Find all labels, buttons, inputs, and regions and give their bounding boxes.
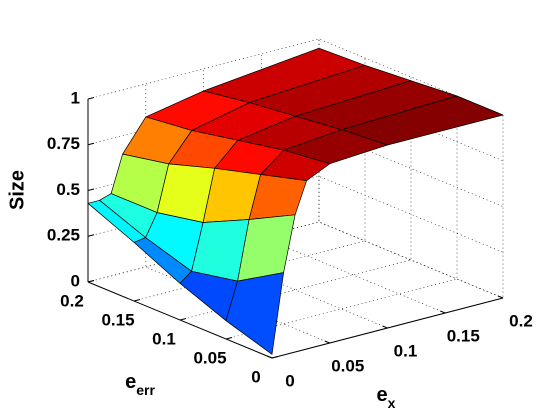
axis-line [271,297,504,359]
z-axis-label: Size [6,170,28,210]
x-tick-label: 0.15 [447,326,480,345]
y-grid-line [225,96,458,340]
x-tick-label: 0 [285,371,294,390]
y-tick [133,299,141,302]
z-tick-label: 0 [71,271,80,290]
x-tick-label: 0.2 [509,311,533,330]
surface-patch [225,272,284,355]
y-tick [225,337,233,340]
axis-line [87,281,273,359]
y-tick-label: 0.05 [193,348,226,367]
y-tick [179,318,187,321]
x-tick [440,310,446,314]
x-axis-label: ex [377,384,396,410]
y-tick-label: 0.15 [101,310,134,329]
x-axis-label-sub: x [388,395,396,411]
z-tick-label: 1 [71,88,80,107]
z-tick-label: 0.75 [47,134,80,153]
x-tick-label: 0.05 [331,356,364,375]
y-axis-label-sub: err [136,382,155,398]
z-tick [87,142,95,146]
x-axis-label-base: e [377,384,388,406]
y-axis-label-base: e [125,371,136,393]
x-tick [382,325,388,329]
y-tick-label: 0 [251,367,260,386]
x-tick [497,295,504,299]
y-tick-label: 0.1 [152,329,176,348]
x-tick [324,340,330,344]
x-tick-label: 0.1 [394,341,418,360]
y-grid-line [271,115,504,359]
z-tick [87,188,95,191]
z-tick-label: 0.25 [47,226,80,245]
z-tick-label: 0.5 [56,180,80,199]
z-tick [87,97,95,100]
y-tick-label: 0.2 [60,291,84,310]
surface [87,47,504,355]
y-axis-label: eerr [125,371,155,397]
axes: 00.250.50.75100.050.10.150.200.050.10.15… [47,88,533,390]
y-tick [87,280,95,283]
z-tick [87,234,95,237]
